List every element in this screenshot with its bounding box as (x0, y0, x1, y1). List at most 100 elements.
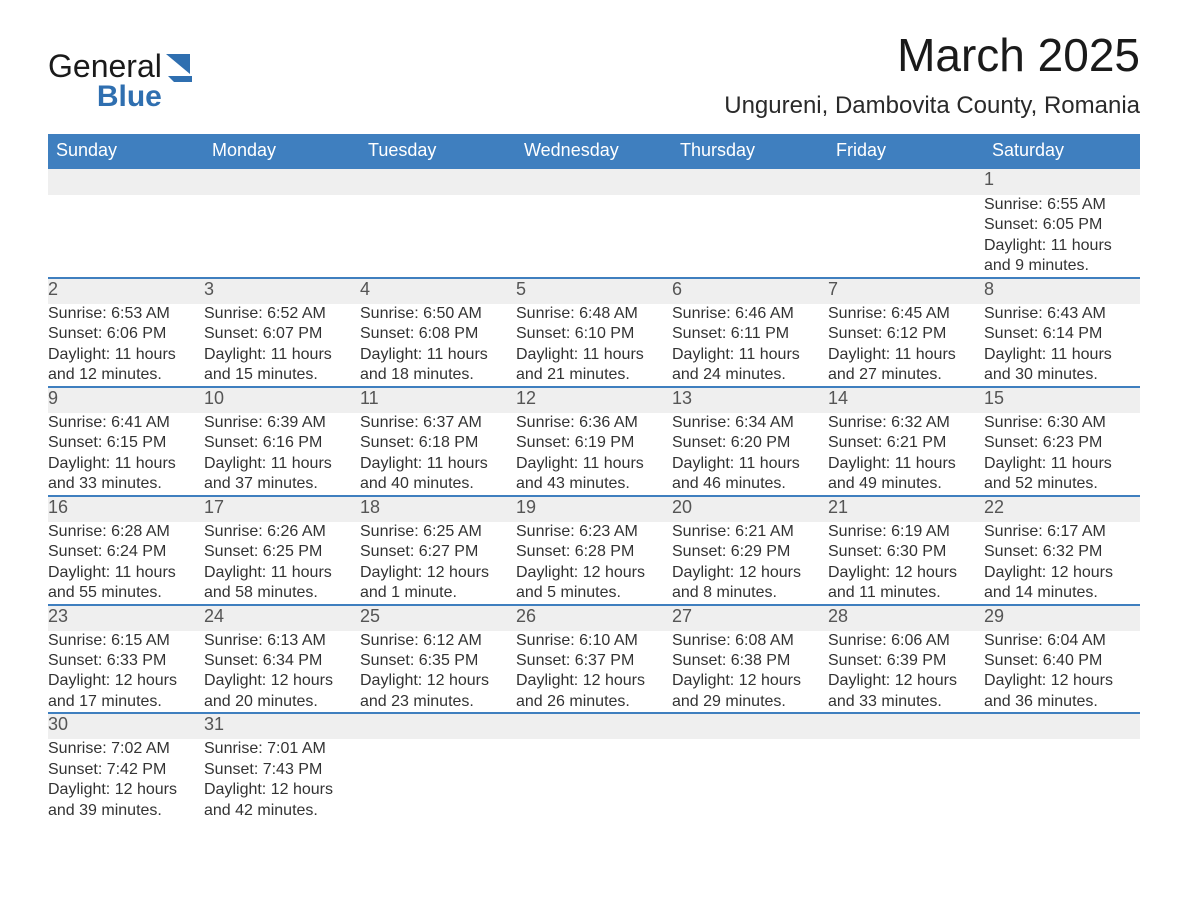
daylight-text: Daylight: 11 hours and 40 minutes. (360, 454, 516, 495)
day-detail-row: Sunrise: 6:53 AMSunset: 6:06 PMDaylight:… (48, 304, 1140, 387)
sunrise-text: Sunrise: 6:55 AM (984, 195, 1140, 215)
brand-triangle-icon (166, 54, 200, 82)
day-detail-cell (828, 195, 984, 278)
day-detail-cell: Sunrise: 6:52 AMSunset: 6:07 PMDaylight:… (204, 304, 360, 387)
day-number-cell (828, 169, 984, 195)
day-number-cell: 18 (360, 496, 516, 522)
sunrise-text: Sunrise: 6:39 AM (204, 413, 360, 433)
sunrise-text: Sunrise: 6:12 AM (360, 631, 516, 651)
sunset-text: Sunset: 6:12 PM (828, 324, 984, 344)
daylight-text: Daylight: 11 hours and 21 minutes. (516, 345, 672, 386)
sunrise-text: Sunrise: 6:41 AM (48, 413, 204, 433)
day-number-cell: 6 (672, 278, 828, 304)
day-number-cell: 12 (516, 387, 672, 413)
day-detail-cell (672, 739, 828, 821)
header-row: General Blue March 2025 Ungureni, Dambov… (48, 28, 1140, 128)
day-number-cell: 26 (516, 605, 672, 631)
sunset-text: Sunset: 7:43 PM (204, 760, 360, 780)
day-number-cell: 19 (516, 496, 672, 522)
day-number-cell: 15 (984, 387, 1140, 413)
day-number-cell: 7 (828, 278, 984, 304)
sunset-text: Sunset: 6:16 PM (204, 433, 360, 453)
sunset-text: Sunset: 6:24 PM (48, 542, 204, 562)
day-detail-cell (516, 195, 672, 278)
sunrise-text: Sunrise: 6:25 AM (360, 522, 516, 542)
sunrise-text: Sunrise: 6:43 AM (984, 304, 1140, 324)
day-detail-cell: Sunrise: 6:12 AMSunset: 6:35 PMDaylight:… (360, 631, 516, 714)
day-number-cell: 23 (48, 605, 204, 631)
day-number-cell: 24 (204, 605, 360, 631)
sunset-text: Sunset: 6:39 PM (828, 651, 984, 671)
day-detail-cell: Sunrise: 6:30 AMSunset: 6:23 PMDaylight:… (984, 413, 1140, 496)
day-number-cell: 11 (360, 387, 516, 413)
sunset-text: Sunset: 6:18 PM (360, 433, 516, 453)
sunset-text: Sunset: 6:29 PM (672, 542, 828, 562)
sunrise-text: Sunrise: 6:10 AM (516, 631, 672, 651)
daylight-text: Daylight: 11 hours and 49 minutes. (828, 454, 984, 495)
day-detail-cell: Sunrise: 6:32 AMSunset: 6:21 PMDaylight:… (828, 413, 984, 496)
day-detail-row: Sunrise: 7:02 AMSunset: 7:42 PMDaylight:… (48, 739, 1140, 821)
day-number-cell (672, 169, 828, 195)
sunrise-text: Sunrise: 6:28 AM (48, 522, 204, 542)
daylight-text: Daylight: 12 hours and 11 minutes. (828, 563, 984, 604)
sunset-text: Sunset: 6:06 PM (48, 324, 204, 344)
sunrise-text: Sunrise: 6:17 AM (984, 522, 1140, 542)
day-detail-cell: Sunrise: 6:15 AMSunset: 6:33 PMDaylight:… (48, 631, 204, 714)
day-detail-cell: Sunrise: 6:23 AMSunset: 6:28 PMDaylight:… (516, 522, 672, 605)
sunset-text: Sunset: 6:19 PM (516, 433, 672, 453)
sunset-text: Sunset: 6:08 PM (360, 324, 516, 344)
sunset-text: Sunset: 6:37 PM (516, 651, 672, 671)
day-detail-cell: Sunrise: 6:25 AMSunset: 6:27 PMDaylight:… (360, 522, 516, 605)
day-detail-cell: Sunrise: 6:06 AMSunset: 6:39 PMDaylight:… (828, 631, 984, 714)
calendar-table: SundayMondayTuesdayWednesdayThursdayFrid… (48, 134, 1140, 821)
day-detail-cell: Sunrise: 6:53 AMSunset: 6:06 PMDaylight:… (48, 304, 204, 387)
sunset-text: Sunset: 6:11 PM (672, 324, 828, 344)
weekday-header: Tuesday (360, 134, 516, 169)
day-number-cell: 28 (828, 605, 984, 631)
title-block: March 2025 Ungureni, Dambovita County, R… (724, 28, 1140, 128)
day-detail-cell: Sunrise: 6:48 AMSunset: 6:10 PMDaylight:… (516, 304, 672, 387)
sunset-text: Sunset: 6:23 PM (984, 433, 1140, 453)
sunset-text: Sunset: 6:14 PM (984, 324, 1140, 344)
daylight-text: Daylight: 11 hours and 18 minutes. (360, 345, 516, 386)
sunrise-text: Sunrise: 7:01 AM (204, 739, 360, 759)
day-number-cell: 4 (360, 278, 516, 304)
day-detail-cell (672, 195, 828, 278)
sunrise-text: Sunrise: 6:08 AM (672, 631, 828, 651)
location-subtitle: Ungureni, Dambovita County, Romania (724, 92, 1140, 120)
day-detail-cell (204, 195, 360, 278)
day-number-cell: 10 (204, 387, 360, 413)
sunset-text: Sunset: 6:20 PM (672, 433, 828, 453)
day-detail-cell (828, 739, 984, 821)
day-number-cell: 5 (516, 278, 672, 304)
day-number-cell: 20 (672, 496, 828, 522)
sunrise-text: Sunrise: 6:04 AM (984, 631, 1140, 651)
day-number-cell (360, 713, 516, 739)
day-number-cell (984, 713, 1140, 739)
day-number-cell: 22 (984, 496, 1140, 522)
day-detail-cell: Sunrise: 6:13 AMSunset: 6:34 PMDaylight:… (204, 631, 360, 714)
brand-name-part2: Blue (48, 80, 162, 114)
brand-logo: General Blue (48, 50, 200, 114)
daylight-text: Daylight: 11 hours and 37 minutes. (204, 454, 360, 495)
day-detail-cell: Sunrise: 6:28 AMSunset: 6:24 PMDaylight:… (48, 522, 204, 605)
day-detail-cell (48, 195, 204, 278)
daylight-text: Daylight: 12 hours and 29 minutes. (672, 671, 828, 712)
day-detail-cell: Sunrise: 6:43 AMSunset: 6:14 PMDaylight:… (984, 304, 1140, 387)
sunset-text: Sunset: 6:30 PM (828, 542, 984, 562)
day-number-cell: 30 (48, 713, 204, 739)
day-detail-cell: Sunrise: 6:39 AMSunset: 6:16 PMDaylight:… (204, 413, 360, 496)
day-detail-cell: Sunrise: 6:50 AMSunset: 6:08 PMDaylight:… (360, 304, 516, 387)
sunset-text: Sunset: 6:28 PM (516, 542, 672, 562)
daylight-text: Daylight: 12 hours and 17 minutes. (48, 671, 204, 712)
day-number-cell: 25 (360, 605, 516, 631)
sunrise-text: Sunrise: 6:30 AM (984, 413, 1140, 433)
day-number-row: 1 (48, 169, 1140, 195)
sunrise-text: Sunrise: 6:13 AM (204, 631, 360, 651)
day-detail-cell: Sunrise: 6:21 AMSunset: 6:29 PMDaylight:… (672, 522, 828, 605)
sunset-text: Sunset: 6:07 PM (204, 324, 360, 344)
day-detail-cell: Sunrise: 6:19 AMSunset: 6:30 PMDaylight:… (828, 522, 984, 605)
daylight-text: Daylight: 12 hours and 20 minutes. (204, 671, 360, 712)
sunset-text: Sunset: 6:40 PM (984, 651, 1140, 671)
weekday-header: Thursday (672, 134, 828, 169)
